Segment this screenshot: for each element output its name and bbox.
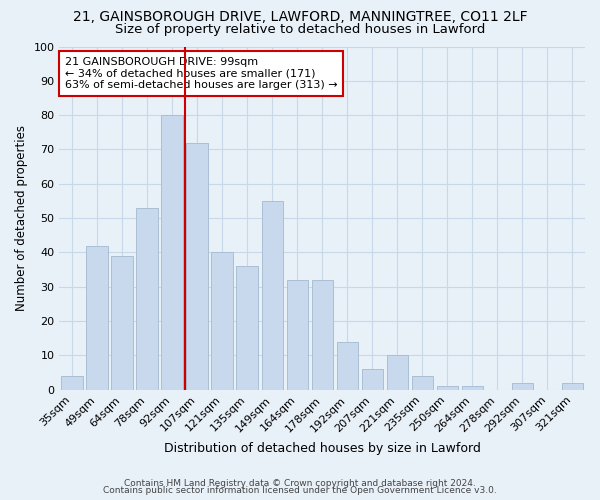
Bar (136, 208, 158, 390)
Y-axis label: Number of detached properties: Number of detached properties (15, 125, 28, 311)
Bar (262, 201, 283, 390)
Bar (287, 280, 308, 390)
Bar (211, 252, 233, 390)
Bar (512, 383, 533, 390)
Bar (187, 142, 208, 390)
Bar (86, 246, 107, 390)
Bar (161, 115, 182, 390)
Text: Contains public sector information licensed under the Open Government Licence v3: Contains public sector information licen… (103, 486, 497, 495)
Bar (386, 356, 408, 390)
Bar (337, 342, 358, 390)
Bar (562, 383, 583, 390)
Bar (236, 266, 258, 390)
Bar (412, 376, 433, 390)
Bar (61, 376, 83, 390)
X-axis label: Distribution of detached houses by size in Lawford: Distribution of detached houses by size … (164, 442, 481, 455)
Bar (437, 386, 458, 390)
Text: Size of property relative to detached houses in Lawford: Size of property relative to detached ho… (115, 22, 485, 36)
Text: Contains HM Land Registry data © Crown copyright and database right 2024.: Contains HM Land Registry data © Crown c… (124, 478, 476, 488)
Bar (112, 256, 133, 390)
Bar (311, 280, 333, 390)
Text: 21, GAINSBOROUGH DRIVE, LAWFORD, MANNINGTREE, CO11 2LF: 21, GAINSBOROUGH DRIVE, LAWFORD, MANNING… (73, 10, 527, 24)
Text: 21 GAINSBOROUGH DRIVE: 99sqm
← 34% of detached houses are smaller (171)
63% of s: 21 GAINSBOROUGH DRIVE: 99sqm ← 34% of de… (65, 57, 337, 90)
Bar (362, 369, 383, 390)
Bar (462, 386, 483, 390)
